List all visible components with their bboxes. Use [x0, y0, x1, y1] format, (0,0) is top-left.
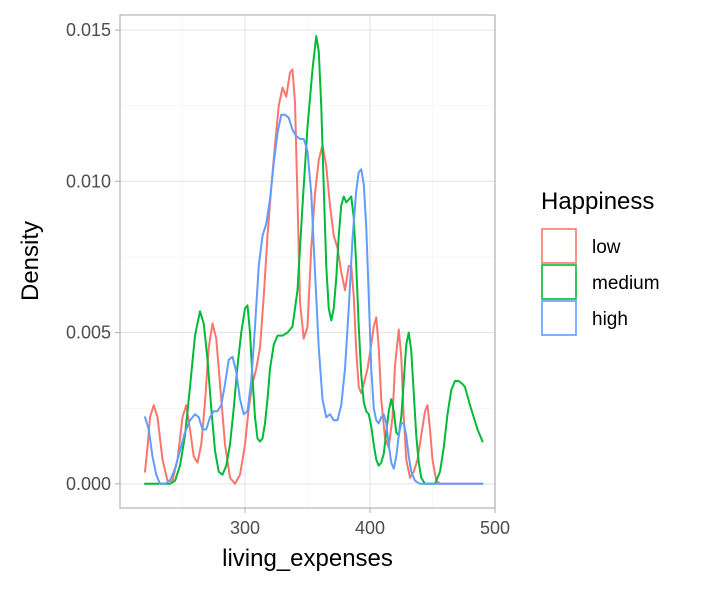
legend-key-low	[541, 228, 577, 264]
series-line-high	[144, 113, 484, 485]
legend-label-low: low	[592, 237, 621, 258]
legend-key-high	[541, 300, 577, 336]
legend-key-medium	[541, 264, 577, 300]
series-lines	[144, 35, 484, 485]
x-tick-label: 400	[355, 518, 385, 538]
y-tick-label: 0.015	[66, 20, 111, 40]
legend: Happiness low medium high	[541, 188, 660, 336]
axes: 300 400 500 0.000 0.005 0.010 0.015	[66, 20, 510, 538]
y-tick-label: 0.005	[66, 323, 111, 343]
plot-panel-border	[119, 14, 496, 509]
grid-lines	[120, 15, 496, 508]
legend-label-high: high	[592, 309, 628, 330]
x-tick-label: 300	[230, 518, 260, 538]
y-axis-title: Density	[17, 221, 44, 301]
series-line-medium	[144, 35, 484, 485]
x-tick-label: 500	[480, 518, 510, 538]
series-line-low	[144, 68, 484, 485]
x-axis-title: living_expenses	[222, 545, 393, 572]
y-tick-label: 0.010	[66, 171, 111, 191]
legend-label-medium: medium	[592, 273, 660, 294]
legend-title: Happiness	[541, 188, 654, 215]
y-tick-label: 0.000	[66, 474, 111, 494]
